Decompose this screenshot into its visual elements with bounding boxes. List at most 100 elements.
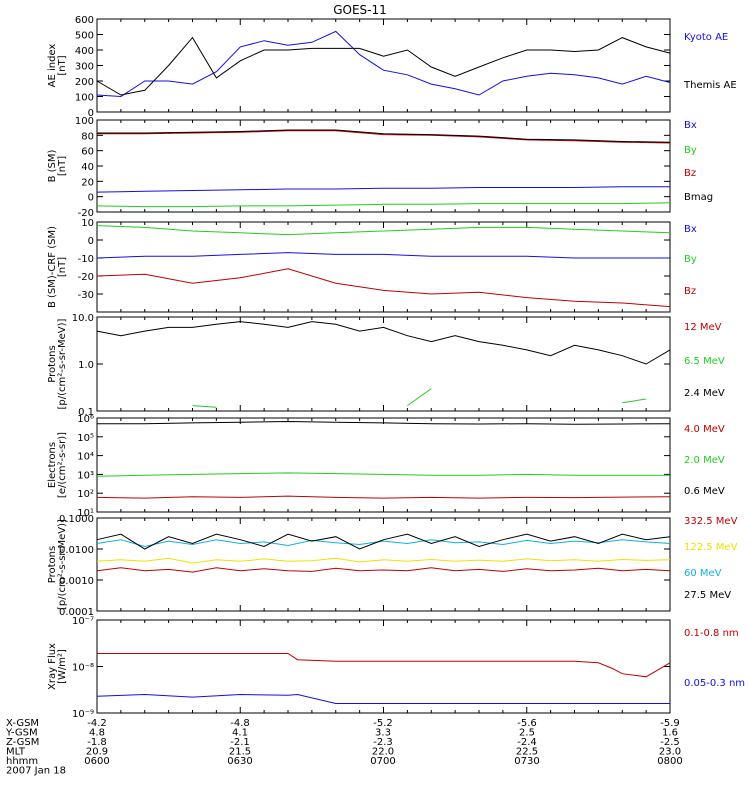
footer-value: -1.8	[87, 737, 107, 748]
y-tick-label: 40	[81, 162, 94, 173]
y-tick-label: 0	[88, 108, 94, 119]
footer-value: 20.9	[86, 747, 108, 758]
panel-7: 10⁻⁹ 10⁻⁸ 10⁻⁷ Xray Flux [W/m²] 0.1-0.8 nm 0.0…	[47, 616, 745, 720]
legend-entry: 0.1-0.8 nm	[684, 628, 739, 639]
footer-row-label: MLT	[6, 747, 26, 758]
legend-entry: Kyoto AE	[684, 32, 728, 43]
series-line-6-5-mev	[192, 388, 647, 408]
legend-entry: By	[684, 254, 697, 265]
y-tick-label: 400	[75, 46, 94, 57]
y-tick-label: 600	[75, 15, 94, 26]
y-axis-label: [p/(cm²-s-sr-MeV)]	[57, 318, 68, 409]
y-axis-label: [nT]	[57, 156, 68, 176]
series-line-bz	[97, 130, 671, 144]
legend-entry: Bx	[684, 120, 697, 131]
series-line-by	[96, 202, 671, 208]
legend-entry: 27.5 MeV	[684, 590, 731, 601]
panel-frame	[96, 316, 671, 412]
series-line-kyoto-ae	[96, 30, 671, 98]
footer-value: 22.0	[372, 747, 394, 758]
y-tick-label: 10⁻⁹	[72, 709, 94, 720]
footer-value: 2.5	[519, 728, 535, 739]
series-line-themis-ae	[96, 36, 671, 96]
panel-1: 0 100 200 300 400 500 600 AE index [nT] Kyoto AE T…	[47, 15, 737, 119]
footer-value: 3.3	[375, 728, 391, 739]
legend-entry: Themis AE	[683, 80, 737, 91]
y-tick-label: 10.0	[72, 313, 94, 324]
panel-2: -20 0 20 40 60 80 100 B (SM) [nT] Bx By Bz Bmag	[47, 116, 713, 219]
legend-entry: Bmag	[684, 192, 713, 203]
footer-row-label: Z-GSM	[6, 737, 39, 748]
y-tick-label: 1.0	[78, 360, 94, 371]
y-tick-label: 200	[75, 77, 94, 88]
footer-value: -5.9	[660, 718, 680, 729]
footer-value: 23.0	[659, 747, 681, 758]
y-axis-label: [W/m²]	[57, 649, 68, 684]
footer-value: 0630	[227, 756, 252, 767]
series-line-0-6-mev	[97, 420, 671, 425]
footer-value: -4.2	[87, 718, 107, 729]
footer-value: 0600	[84, 756, 109, 767]
footer-value: -5.6	[517, 718, 537, 729]
panel-3: -30 -20 -10 0 10 B (SM)-CRF (SM) [nT] Bx By Bz	[47, 218, 697, 313]
footer-row-label: Y-GSM	[5, 728, 38, 739]
y-tick-label: -20	[78, 208, 94, 219]
legend-entry: Bx	[684, 224, 697, 235]
footer-value: 4.1	[232, 728, 248, 739]
footer-value: -2.1	[230, 737, 250, 748]
y-tick-label: 0.1	[78, 407, 94, 418]
footer-value: 0700	[370, 756, 395, 767]
footer-row-label: hhmm	[6, 756, 38, 767]
series-line-bx	[96, 186, 670, 193]
panel-frame	[96, 18, 671, 113]
y-axis-label: Electrons	[47, 442, 58, 488]
legend-entry: 2.0 MeV	[684, 455, 725, 466]
series-line-60-mev	[96, 539, 671, 548]
y-axis-label: [nT]	[57, 257, 68, 277]
y-axis-label: Xray Flux	[47, 643, 58, 690]
series-line-27-5-mev	[96, 533, 671, 550]
series-line-by	[96, 225, 671, 236]
panel-6: 0.0001 0.0010 0.0100 0.1000 Protons [p/(cm²-s…	[47, 514, 738, 618]
panel-frame	[96, 619, 671, 714]
y-tick-label: 10⁶	[77, 414, 94, 425]
legend-entry: 12 MeV	[684, 322, 722, 333]
series-line-4-0-mev	[96, 495, 671, 499]
y-tick-label: 10⁴	[77, 452, 94, 463]
legend-entry: Bz	[684, 286, 696, 297]
y-tick-label: 0	[88, 193, 94, 204]
y-tick-label: 60	[81, 147, 94, 158]
series-line-bx	[96, 252, 670, 259]
y-tick-label: 10¹	[77, 508, 94, 519]
y-tick-label: 10³	[77, 470, 94, 481]
legend-entry: 60 MeV	[684, 568, 722, 579]
panel-frame	[96, 221, 671, 313]
legend-entry: 0.6 MeV	[684, 486, 725, 497]
y-tick-label: 10²	[77, 489, 94, 500]
footer-value: 0800	[657, 756, 682, 767]
y-tick-label: 20	[81, 177, 94, 188]
y-tick-label: 100	[75, 93, 94, 104]
legend-entry: 2.4 MeV	[684, 388, 725, 399]
y-tick-label: 10⁵	[77, 433, 94, 444]
panel-frame	[96, 517, 671, 612]
panel-4: 0.1 1.0 10.0 Protons [p/(cm²-s-sr-MeV)] 12 Me…	[47, 313, 725, 418]
legend-entry: 332.5 MeV	[684, 516, 738, 527]
legend-entry: 122.5 MeV	[684, 542, 738, 553]
series-line-122-5-mev	[96, 557, 671, 564]
legend-entry: 4.0 MeV	[684, 424, 725, 435]
y-tick-label: 0	[88, 236, 94, 247]
y-axis-label: [nT]	[57, 55, 68, 75]
footer-value: 22.5	[516, 747, 538, 758]
series-line-0-05-0-3-nm	[96, 693, 670, 704]
legend-entry: By	[684, 145, 697, 156]
y-axis-label: Protons	[47, 345, 58, 382]
y-tick-label: 0.0001	[59, 607, 94, 618]
y-axis-label: [p/(cm²-s-sr-MeV)]	[57, 519, 68, 610]
y-tick-label: 0.1000	[59, 514, 94, 525]
legend-entry: 0.05-0.3 nm	[684, 678, 745, 689]
y-tick-label: 10⁻⁷	[72, 616, 94, 627]
footer-value: 4.8	[89, 728, 105, 739]
chart-title: GOES-11	[333, 3, 387, 17]
